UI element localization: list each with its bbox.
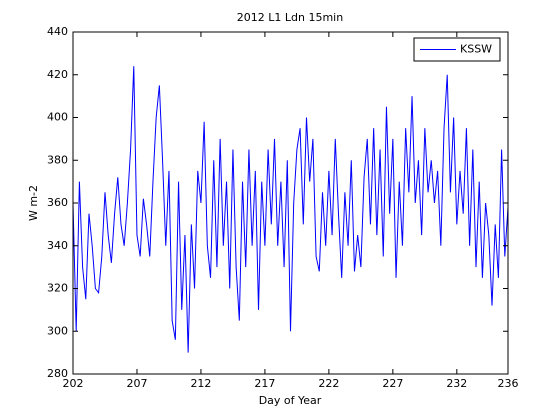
y-tick-label: 300 [47,324,68,337]
x-tick-label: 227 [382,377,403,390]
y-tick-label: 400 [47,111,68,124]
y-axis-label: W m-2 [27,185,40,221]
x-tick-label: 217 [254,377,275,390]
x-tick-label: 236 [498,377,519,390]
x-tick-label: 222 [318,377,339,390]
x-axis-label: Day of Year [259,394,322,407]
y-tick-label: 320 [47,282,68,295]
chart-title: 2012 L1 Ldn 15min [237,11,343,24]
y-tick-label: 340 [47,239,68,252]
x-tick-label: 212 [190,377,211,390]
y-tick-label: 360 [47,196,68,209]
x-tick-label: 202 [63,377,84,390]
y-tick-label: 280 [47,367,68,380]
legend-box [413,37,501,62]
x-tick-label: 207 [126,377,147,390]
data-line [72,66,509,353]
y-tick-label: 420 [47,68,68,81]
y-tick-label: 440 [47,25,68,38]
y-tick-label: 380 [47,153,68,166]
legend-label: KSSW [460,43,492,56]
x-tick-label: 232 [446,377,467,390]
